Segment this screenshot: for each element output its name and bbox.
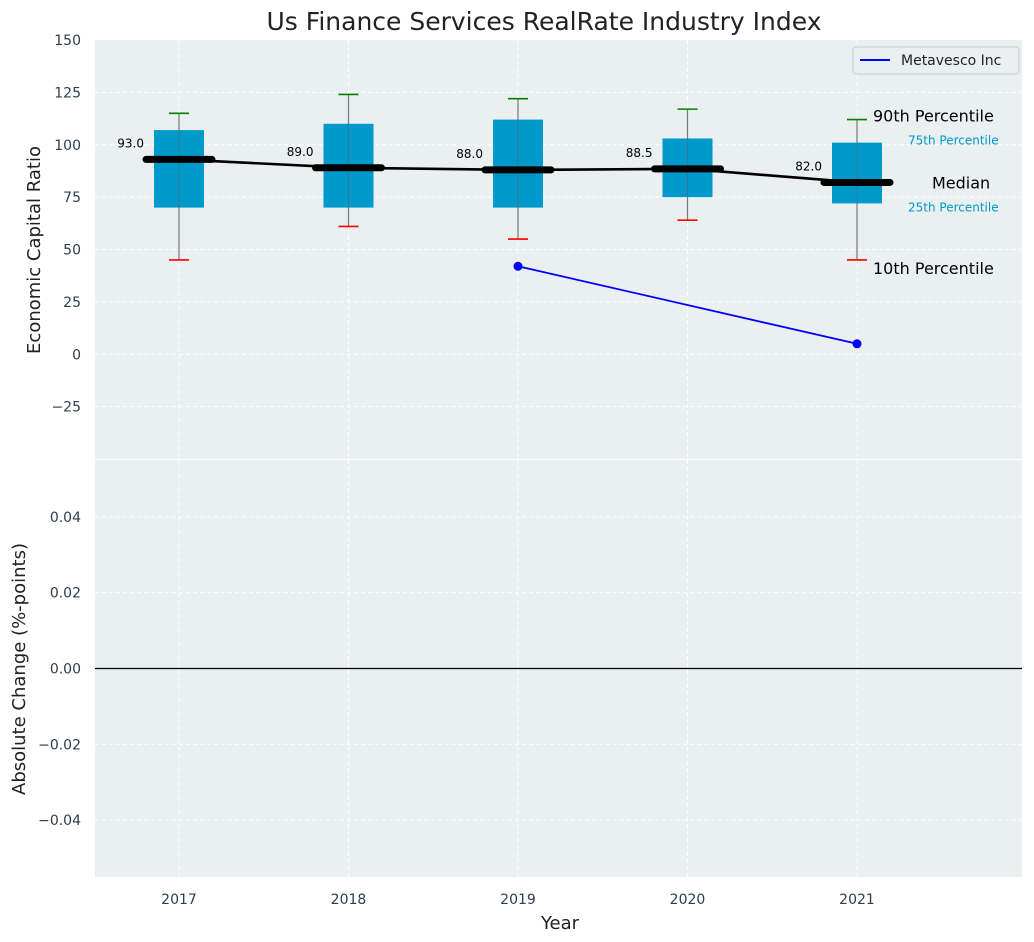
x-tick-label: 2020	[670, 892, 706, 908]
bottom-y-tick-label: 0.04	[50, 510, 81, 526]
top-y-tick-label: 50	[63, 243, 81, 259]
top-y-tick-label: 125	[54, 85, 81, 101]
top-y-tick-label: 25	[63, 295, 81, 311]
x-tick-label: 2018	[331, 892, 367, 908]
annotation-p90: 90th Percentile	[873, 107, 994, 126]
company-series-line	[517, 265, 858, 345]
median-value-label: 82.0	[795, 159, 822, 173]
top-y-tick-label: 0	[72, 347, 81, 363]
top-y-axis-label: Economic Capital Ratio	[24, 146, 45, 354]
annotation-median: Median	[932, 173, 990, 192]
bottom-y-tick-label: 0.00	[50, 662, 81, 678]
top-y-tick-label: 100	[54, 138, 81, 154]
marks-layer	[95, 93, 1022, 670]
x-axis-label: Year	[540, 913, 580, 934]
top-y-tick-label: −25	[51, 400, 81, 416]
bottom-y-axis-label: Absolute Change (%-points)	[9, 543, 30, 795]
legend-entry-label: Metavesco Inc	[901, 53, 1001, 69]
median-value-label: 89.0	[287, 145, 314, 159]
bottom-y-tick-label: 0.02	[50, 586, 81, 602]
chart-title: Us Finance Services RealRate Industry In…	[267, 7, 822, 36]
company-series-point	[852, 339, 862, 349]
median-value-label: 88.5	[626, 146, 653, 160]
bottom-y-tick-label: −0.02	[38, 737, 81, 753]
median-value-label: 93.0	[117, 136, 144, 150]
company-series-point	[513, 261, 523, 271]
text-layer: 150 125 100 75 50 25 0 −25 0.04 0.02 0.00 −0.02 −0.0…	[38, 33, 999, 908]
legend: Metavesco Inc	[852, 46, 1020, 75]
bottom-y-tick-label: −0.04	[38, 813, 81, 829]
x-tick-label: 2019	[500, 892, 536, 908]
annotation-p25: 25th Percentile	[908, 200, 999, 214]
legend-box	[852, 46, 1020, 75]
x-tick-label: 2021	[839, 892, 875, 908]
median-value-label: 88.0	[456, 147, 483, 161]
top-y-tick-label: 150	[54, 33, 81, 49]
x-tick-label: 2017	[161, 892, 197, 908]
annotation-p75: 75th Percentile	[908, 134, 999, 148]
grid-layer	[95, 40, 1022, 877]
annotation-p10: 10th Percentile	[873, 259, 994, 278]
top-y-tick-label: 75	[63, 190, 81, 206]
